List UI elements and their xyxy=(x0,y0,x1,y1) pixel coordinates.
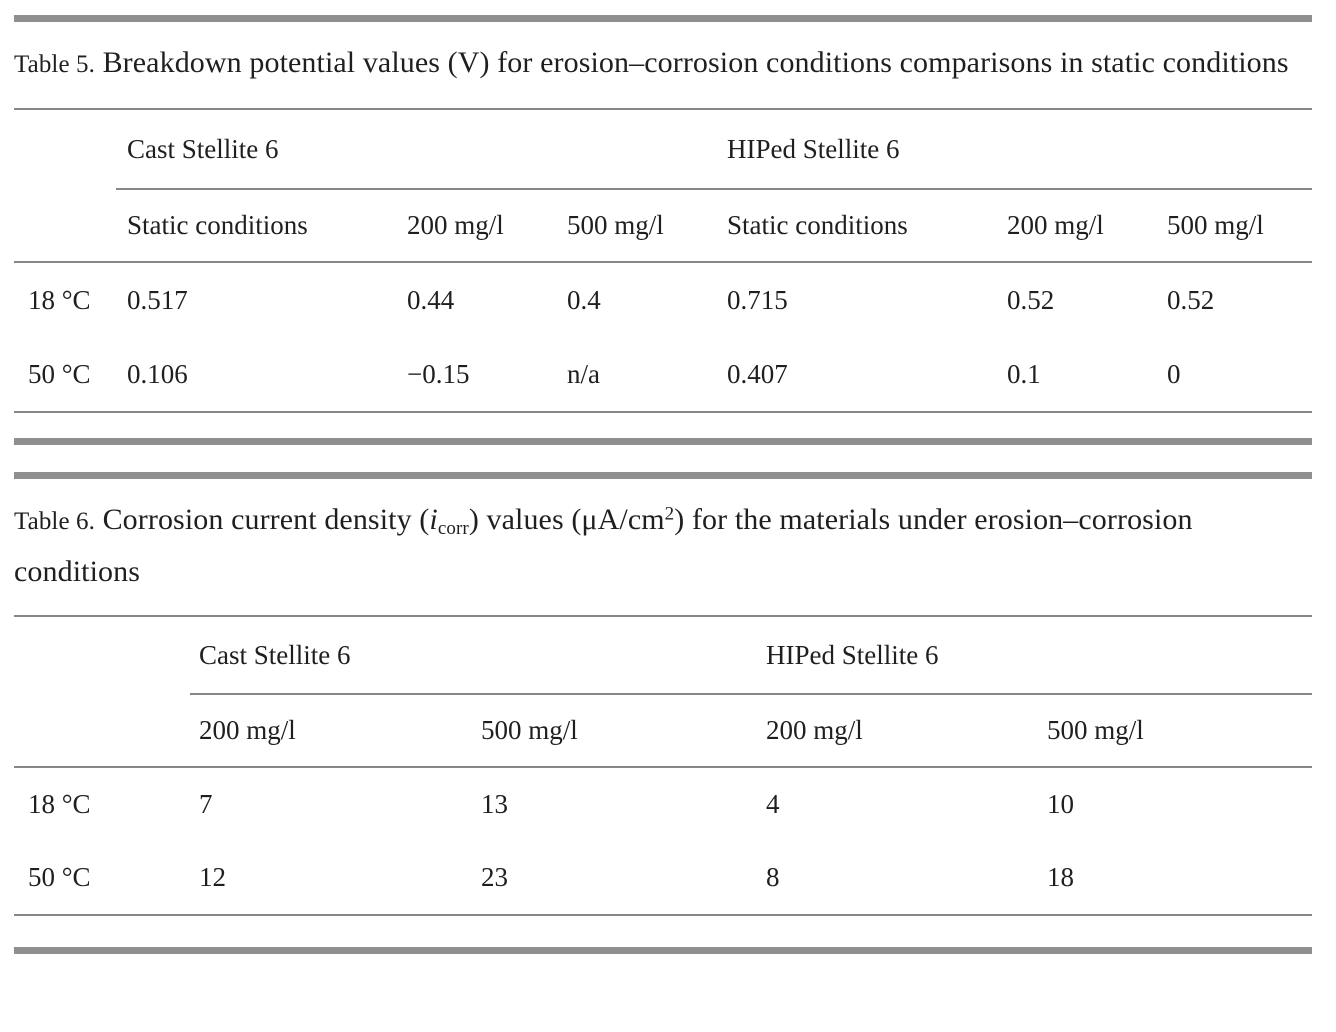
table5-group-header-cast: Cast Stellite 6 xyxy=(116,109,717,190)
table5-value-cell: 0.1 xyxy=(1007,358,1041,389)
table5-section: Table 5. Breakdown potential values (V) … xyxy=(14,15,1313,445)
table6-row-18c: 18 °C 7 13 4 10 xyxy=(14,767,1312,841)
table5-row-label: 50 °C xyxy=(28,358,91,389)
table6-section: Table 6. Corrosion current density (icor… xyxy=(14,472,1313,954)
document-content: Table 5. Breakdown potential values (V) … xyxy=(14,15,1313,954)
table6-top-divider-rule xyxy=(14,472,1312,479)
table6-value-cell: 8 xyxy=(766,862,780,892)
table5-col-header: 500 mg/l xyxy=(556,189,717,263)
table6-row-label: 50 °C xyxy=(28,862,91,892)
table6-group-header-cast: Cast Stellite 6 xyxy=(190,616,757,695)
table6-value-cell: 7 xyxy=(199,789,213,819)
table6-column-header-row: 200 mg/l 500 mg/l 200 mg/l 500 mg/l xyxy=(14,694,1313,768)
table5-group-header-row: Cast Stellite 6 HIPed Stellite 6 xyxy=(14,109,1313,190)
table6-caption: Table 6. Corrosion current density (icor… xyxy=(14,495,1312,597)
table6-group-header-hiped: HIPed Stellite 6 xyxy=(757,616,1313,695)
table5-value-cell: 0.52 xyxy=(1167,284,1215,315)
table5-value-cell: 0.4 xyxy=(567,284,601,315)
table5-value-cell: 0.44 xyxy=(407,284,455,315)
table6-caption-title-mid: ) values (μA/cm xyxy=(468,503,665,536)
table5-row-50c: 50 °C 0.106 −0.15 n/a 0.407 0.1 0 xyxy=(14,337,1312,412)
table6-caption-title-pre: Corrosion current density ( xyxy=(94,503,430,536)
table5-bottom-divider-rule xyxy=(14,438,1312,445)
table5-caption: Table 5. Breakdown potential values (V) … xyxy=(14,38,1312,90)
table6-group-header-row: Cast Stellite 6 HIPed Stellite 6 xyxy=(14,616,1313,695)
table6-value-cell: 18 xyxy=(1047,862,1074,892)
table6-col-header: 500 mg/l xyxy=(472,694,757,768)
table5-value-cell: 0.52 xyxy=(1007,284,1055,315)
table6-stub-cell xyxy=(14,694,190,768)
table5-col-header: 200 mg/l xyxy=(396,189,556,263)
table5-col-header: 200 mg/l xyxy=(996,189,1157,263)
table6-value-cell: 13 xyxy=(481,789,508,819)
table5-top-divider-rule xyxy=(14,15,1312,22)
table6-icorr-symbol: i xyxy=(429,503,438,536)
table5-col-header: Static conditions xyxy=(116,189,396,263)
table5-col-header: 500 mg/l xyxy=(1156,189,1313,263)
table5-column-header-row: Static conditions 200 mg/l 500 mg/l Stat… xyxy=(14,189,1313,263)
table6-caption-title-post: ) for the materials under erosion–corros… xyxy=(14,503,1193,588)
table5-caption-label: Table 5. xyxy=(14,51,95,78)
table5-value-cell: 0.517 xyxy=(127,284,188,315)
table5-value-cell: 0 xyxy=(1167,358,1181,389)
table5-row-label: 18 °C xyxy=(28,284,91,315)
table6-value-cell: 12 xyxy=(199,862,226,892)
table5-col-header: Static conditions xyxy=(716,189,997,263)
table6-bottom-divider-rule xyxy=(14,947,1312,954)
table5-value-cell: 0.106 xyxy=(127,358,188,389)
table6-icorr-subscript: corr xyxy=(437,517,469,539)
table6-col-header: 200 mg/l xyxy=(757,694,1038,768)
table6-grid: Cast Stellite 6 HIPed Stellite 6 200 mg/… xyxy=(14,615,1313,916)
table6-col-header: 500 mg/l xyxy=(1038,694,1313,768)
table6-col-header: 200 mg/l xyxy=(190,694,472,768)
table5-stub-cell xyxy=(14,109,116,189)
table6-caption-label: Table 6. xyxy=(14,508,95,535)
table5-stub-cell xyxy=(14,189,116,263)
table5-group-header-hiped: HIPed Stellite 6 xyxy=(716,109,1313,190)
table6-value-cell: 23 xyxy=(481,862,508,892)
table5-value-cell: 0.407 xyxy=(727,358,788,389)
table6-stub-cell xyxy=(14,616,190,694)
table5-value-cell: −0.15 xyxy=(407,358,470,389)
table6-value-cell: 4 xyxy=(766,789,780,819)
table6-value-cell: 10 xyxy=(1047,789,1074,819)
table6-row-label: 18 °C xyxy=(28,789,91,819)
table6-row-50c: 50 °C 12 23 8 18 xyxy=(14,841,1312,915)
table5-value-cell: n/a xyxy=(567,358,600,389)
table6-cm2-superscript: 2 xyxy=(664,503,675,525)
table5-caption-title: Breakdown potential values (V) for erosi… xyxy=(94,46,1289,79)
table5-grid: Cast Stellite 6 HIPed Stellite 6 Static … xyxy=(14,108,1313,413)
table5-row-18c: 18 °C 0.517 0.44 0.4 0.715 0.52 0.52 xyxy=(14,262,1312,337)
table5-value-cell: 0.715 xyxy=(727,284,788,315)
